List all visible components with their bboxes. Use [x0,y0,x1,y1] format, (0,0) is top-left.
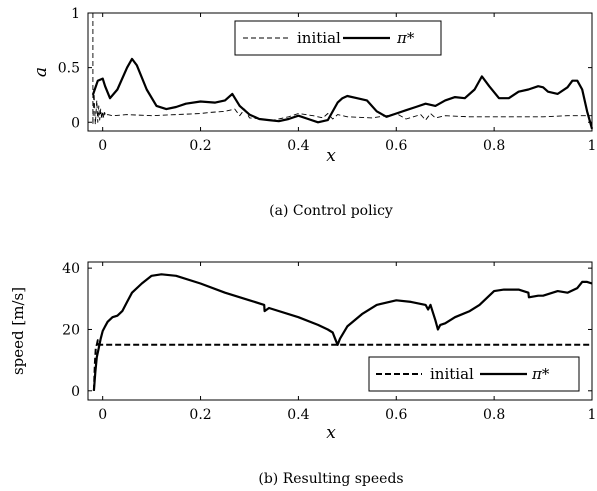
x-tick-label: 0.2 [189,407,211,423]
x-tick-label: 0.6 [385,407,407,423]
legend: initial π* [234,20,442,56]
plot-frame [87,261,593,401]
x-ticks: 0 0.2 0.4 0.6 0.8 1 [98,262,596,423]
series-line-initial [92,13,592,125]
plot-frame [87,12,593,132]
y-tick-label: 0 [71,115,80,131]
y-tick-label: 20 [62,322,80,338]
caption-b: (b) Resulting speeds [258,471,403,487]
y-axis-label: speed [m/s] [9,287,27,375]
caption-a: (a) Control policy [269,203,393,219]
legend-label-pi-star: π* [396,29,415,47]
x-tick-label: 0.8 [483,138,505,154]
x-tick-label: 0.8 [483,407,505,423]
series-line-pi-star [92,273,593,391]
x-tick-label: 0 [98,138,107,154]
y-ticks: 0 20 40 [62,261,592,400]
x-ticks: 0 0.2 0.4 0.6 0.8 1 [98,13,596,154]
legend-label-initial: initial [430,365,474,383]
y-ticks: 00.51 [58,6,592,131]
y-tick-label: 0 [71,384,80,400]
y-axis-label: a [31,67,51,77]
x-axis-label: x [326,146,336,166]
control-policy-chart: 0 0.2 0.4 0.6 0.8 1 00.51 x a initial π* (a) … [31,6,596,219]
x-tick-label: 0.4 [287,138,309,154]
x-axis-label: x [326,423,336,443]
series-line-initial [92,339,592,391]
x-tick-label: 0 [98,407,107,423]
x-tick-label: 1 [588,138,597,154]
x-tick-label: 0.2 [189,138,211,154]
y-tick-label: 0.5 [58,61,80,77]
series-lines [91,13,594,130]
legend: initial π* [368,356,580,392]
y-tick-label: 40 [62,261,80,277]
series-line-pi-star [91,57,594,130]
x-tick-label: 0.6 [385,138,407,154]
legend-label-initial: initial [297,29,341,47]
y-tick-label: 1 [71,6,80,22]
resulting-speeds-chart: 0 0.2 0.4 0.6 0.8 1 0 20 40 x speed [m/s] initi… [9,261,596,487]
series-lines [92,273,593,391]
legend-label-pi-star: π* [531,365,550,383]
x-tick-label: 1 [588,407,597,423]
x-tick-label: 0.4 [287,407,309,423]
